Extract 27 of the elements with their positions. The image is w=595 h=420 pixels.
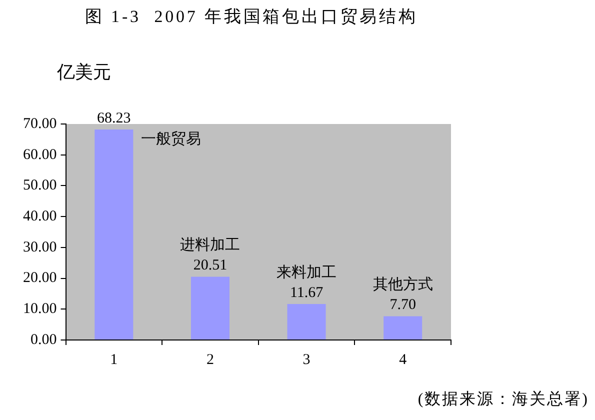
y-tick-label: 20.00 [23,270,57,286]
chart-title: 图 1-3 2007 年我国箱包出口贸易结构 [85,7,418,27]
annotation: 一般贸易 [141,130,202,148]
y-tick-label: 50.00 [23,178,57,194]
data-label: 7.70 [390,297,416,314]
x-tick-label: 3 [302,352,310,368]
y-tick-label: 0.00 [30,332,57,348]
annotation: 进料加工 [180,236,240,254]
data-label: 20.51 [193,258,228,274]
y-tick-label: 10.00 [23,301,57,318]
y-tick-label: 60.00 [23,146,57,163]
x-tick-label: 1 [110,352,118,368]
y-tick-label: 40.00 [23,208,57,225]
bar [94,129,134,340]
annotation: 其他方式 [372,276,433,294]
data-label: 11.67 [290,284,324,301]
bar [287,304,326,340]
bar [384,316,422,340]
y-axis-title: 亿美元 [57,62,111,83]
x-tick-label: 2 [206,352,214,368]
bar [190,276,230,340]
annotation: 来料加工 [276,264,337,281]
y-tick-label: 30.00 [23,239,57,256]
text: (数据来源：海关总署) [418,391,589,409]
x-tick-label: 4 [399,352,408,368]
data-label: 68.23 [97,110,131,126]
y-tick-label: 70.00 [23,116,57,132]
